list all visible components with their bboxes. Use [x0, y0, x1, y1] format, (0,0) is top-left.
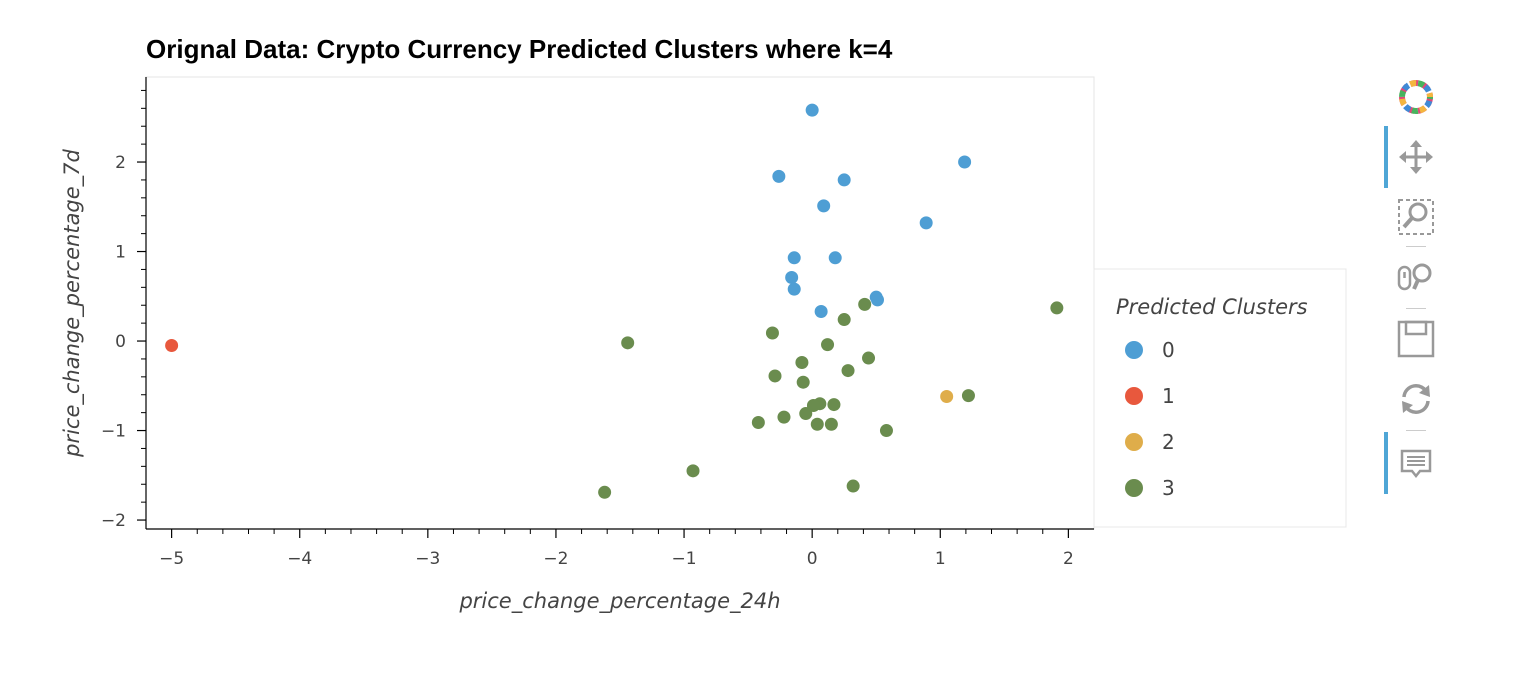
x-axis-label: price_change_percentage_24h: [458, 589, 780, 614]
data-point-cluster-0[interactable]: [787, 251, 801, 265]
data-point-cluster-3[interactable]: [806, 398, 820, 412]
legend-label-0: 0: [1162, 338, 1175, 362]
x-tick-label: −1: [672, 549, 697, 569]
data-points: [165, 103, 1064, 499]
data-point-cluster-3[interactable]: [751, 415, 765, 429]
x-tick-label: −2: [543, 549, 568, 569]
data-point-cluster-0[interactable]: [919, 216, 933, 230]
data-point-cluster-3[interactable]: [961, 389, 975, 403]
data-point-cluster-3[interactable]: [1050, 301, 1064, 315]
x-tick-label: 0: [807, 549, 818, 569]
reset-icon: [1402, 384, 1430, 414]
data-point-cluster-0[interactable]: [805, 103, 819, 117]
legend-marker-0: [1125, 341, 1143, 359]
x-tick-label: −3: [415, 549, 440, 569]
y-tick-label: 1: [115, 243, 126, 263]
y-tick-label: 2: [115, 153, 126, 173]
data-point-cluster-3[interactable]: [821, 338, 835, 352]
data-point-cluster-3[interactable]: [858, 297, 872, 311]
data-point-cluster-3[interactable]: [796, 375, 810, 389]
legend-label-3: 3: [1162, 476, 1175, 500]
wheel-zoom-icon: [1397, 263, 1432, 291]
legend-marker-1: [1125, 387, 1143, 405]
legend-marker-2: [1125, 433, 1143, 451]
data-point-cluster-3[interactable]: [827, 398, 841, 412]
data-point-cluster-3[interactable]: [837, 313, 851, 327]
data-point-cluster-0[interactable]: [785, 270, 799, 284]
x-tick-label: 2: [1063, 549, 1074, 569]
legend-marker-3: [1125, 479, 1143, 497]
legend-title: Predicted Clusters: [1116, 295, 1308, 319]
data-point-cluster-0[interactable]: [958, 155, 972, 169]
y-axis-ticks: −2 −1 0 1 2: [101, 89, 146, 531]
toolbar: [1380, 70, 1450, 510]
data-point-cluster-3[interactable]: [621, 336, 635, 350]
data-point-cluster-0[interactable]: [817, 199, 831, 213]
box-zoom-tool-button[interactable]: [1390, 194, 1442, 240]
data-point-cluster-3[interactable]: [686, 464, 700, 478]
data-point-cluster-3[interactable]: [765, 326, 779, 340]
legend-label-2: 2: [1162, 430, 1175, 454]
legend-label-1: 1: [1162, 384, 1175, 408]
x-tick-label: −4: [287, 549, 312, 569]
wheel-zoom-tool-button[interactable]: [1390, 254, 1442, 300]
hover-icon: [1400, 449, 1432, 479]
move-arrows-icon: [1399, 140, 1433, 174]
data-point-cluster-0[interactable]: [814, 305, 828, 319]
legend: Predicted Clusters 0 1 2 3: [1093, 268, 1347, 528]
data-point-cluster-3[interactable]: [768, 369, 782, 383]
data-point-cluster-0[interactable]: [787, 282, 801, 296]
y-tick-label: 0: [115, 332, 126, 352]
data-point-cluster-3[interactable]: [846, 479, 860, 493]
y-axis-label: price_change_percentage_7d: [60, 148, 85, 457]
data-point-cluster-0[interactable]: [828, 251, 842, 265]
data-point-cluster-3[interactable]: [598, 485, 612, 499]
reset-tool-button[interactable]: [1390, 376, 1442, 422]
data-point-cluster-3[interactable]: [810, 417, 824, 431]
y-tick-label: −1: [101, 422, 126, 442]
data-point-cluster-3[interactable]: [795, 356, 809, 370]
box-zoom-icon: [1398, 199, 1434, 235]
data-point-cluster-2[interactable]: [940, 390, 954, 404]
data-point-cluster-1[interactable]: [165, 339, 179, 353]
hover-tool-button[interactable]: [1384, 432, 1442, 494]
chart-title: Orignal Data: Crypto Currency Predicted …: [146, 34, 893, 64]
data-point-cluster-3[interactable]: [824, 417, 838, 431]
pan-tool-button[interactable]: [1384, 126, 1442, 188]
x-tick-label: 1: [935, 549, 946, 569]
save-tool-button[interactable]: [1390, 316, 1442, 362]
bokeh-logo-icon[interactable]: [1390, 74, 1442, 120]
save-icon: [1397, 320, 1435, 358]
data-point-cluster-3[interactable]: [799, 407, 813, 421]
data-point-cluster-0[interactable]: [772, 169, 786, 183]
data-point-cluster-3[interactable]: [879, 424, 893, 438]
data-point-cluster-3[interactable]: [777, 410, 791, 424]
plot-frame[interactable]: [145, 76, 1095, 530]
data-point-cluster-3[interactable]: [841, 364, 855, 378]
x-tick-label: −5: [159, 549, 184, 569]
data-point-cluster-0[interactable]: [870, 293, 884, 307]
data-point-cluster-3[interactable]: [862, 351, 876, 365]
y-tick-label: −2: [101, 511, 126, 531]
x-axis-ticks: −5 −4 −3 −2 −1 0 1 2: [159, 529, 1074, 569]
data-point-cluster-0[interactable]: [837, 173, 851, 187]
